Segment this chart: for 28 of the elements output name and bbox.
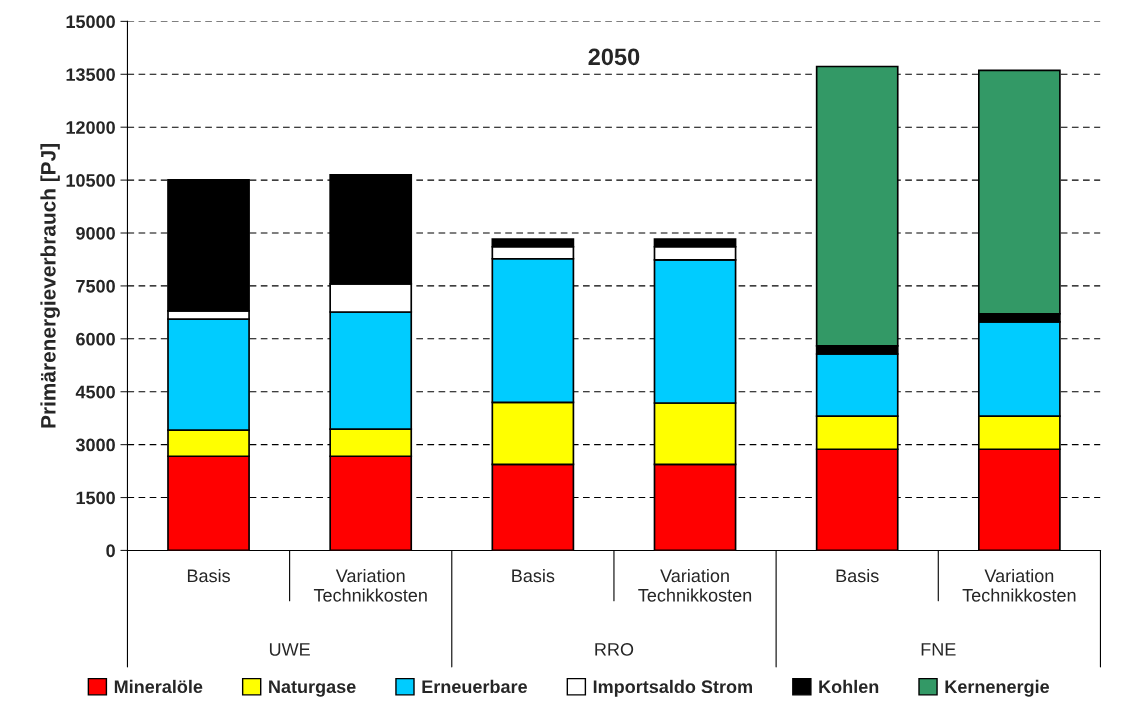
legend-label: Importsaldo Strom — [593, 679, 752, 697]
x-tick-label: Variation Technikkosten — [638, 568, 752, 602]
y-tick-label: 7500 — [76, 279, 115, 293]
y-tick-label: 10500 — [66, 174, 115, 187]
x-tick-label: Basis — [512, 568, 555, 583]
y-tick-label: 13500 — [66, 68, 115, 82]
legend-label: Mineralöle — [114, 679, 203, 694]
y-tick-label: 12000 — [66, 121, 115, 134]
x-tick-label: Basis — [187, 568, 230, 583]
text: RRO — [595, 643, 634, 656]
y-tick-label: 4500 — [75, 385, 115, 399]
text: FNE — [921, 643, 956, 656]
y-tick-label: 9000 — [76, 226, 115, 240]
y-axis-title: Primärenergieverbrauch [PJ] — [40, 144, 60, 428]
legend-label: Naturgase — [269, 680, 356, 697]
legend-label: Kohlen — [819, 679, 879, 694]
y-tick-label: 1500 — [76, 491, 115, 505]
x-tick-label: Variation Technikkosten — [962, 568, 1076, 602]
legend-label: Erneuerbare — [422, 679, 527, 694]
y-tick-label: 15000 — [66, 15, 115, 29]
x-tick-label: Variation Technikkosten — [313, 568, 427, 602]
text: UWE — [269, 643, 310, 656]
text: 2050 — [588, 48, 640, 66]
y-tick-label: 0 — [106, 544, 115, 558]
y-tick-label: 3000 — [75, 438, 115, 452]
x-tick-label: Basis — [836, 568, 879, 583]
y-tick-label: 6000 — [76, 332, 115, 346]
legend-label: Kernenergie — [945, 679, 1050, 697]
